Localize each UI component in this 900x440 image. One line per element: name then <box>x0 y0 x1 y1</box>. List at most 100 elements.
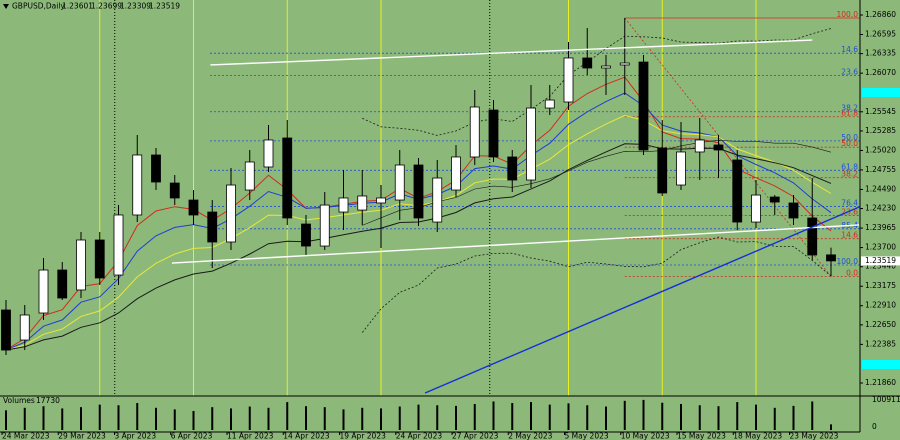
y-tick-label: 1.26595 <box>865 30 896 39</box>
y-tick-label: 1.23440 <box>865 262 896 271</box>
x-tick-label: 24 Apr 2023 <box>396 432 443 440</box>
candle-body <box>301 223 311 247</box>
candle-body <box>282 137 293 219</box>
fib-label: 23.6 <box>841 68 858 77</box>
candle-body <box>638 61 649 151</box>
volume-tick-label: 100911 <box>872 395 900 404</box>
candle-body <box>19 314 30 341</box>
symbol-marker <box>3 4 9 9</box>
candle-body <box>394 164 405 201</box>
x-tick-label: 14 Apr 2023 <box>283 432 330 440</box>
header-open: 1.23601 <box>62 2 93 11</box>
y-tick-label: 1.22385 <box>865 339 896 348</box>
fib-label: 14.6 <box>841 231 858 240</box>
y-tick-label: 1.24230 <box>865 204 896 213</box>
candle-body <box>413 164 424 219</box>
fib-label: 76.4 <box>841 198 858 207</box>
x-tick-label: 3 Apr 2023 <box>115 432 157 440</box>
y-tick-label: 1.25545 <box>865 107 896 116</box>
alert-box <box>862 360 900 369</box>
fib-label: 0.0 <box>846 268 858 277</box>
candle-body <box>563 57 574 103</box>
x-tick-label: 29 Mar 2023 <box>58 432 106 440</box>
overlay: 100.0 61.8 50.0 38.2 23.6 14.6 0.0 14.6 23.6 38.2… <box>171 10 860 394</box>
x-tick-label: 23 May 2023 <box>790 432 839 440</box>
x-tick-label: 24 Mar 2023 <box>2 432 50 440</box>
candle-body <box>57 269 68 299</box>
candle-body <box>188 199 199 216</box>
header-close: 1.23519 <box>149 2 180 11</box>
fib-label: 23.6 <box>841 207 858 216</box>
fib-label: 61.8 <box>841 109 858 118</box>
candle-body <box>263 139 274 168</box>
x-tick-label: 6 Apr 2023 <box>171 432 213 440</box>
y-tick-label: 1.24490 <box>865 184 896 193</box>
candle-body <box>207 211 218 243</box>
price-box <box>861 256 900 266</box>
candle-body <box>338 197 349 213</box>
candle-body <box>751 194 761 223</box>
y-tick-label: 1.26860 <box>865 10 896 19</box>
y-tick-label: 1.22650 <box>865 320 896 329</box>
candle-body <box>1 309 11 351</box>
fib-label: 38.2 <box>841 104 858 113</box>
candle-body <box>451 156 461 191</box>
candle-body <box>713 144 724 151</box>
candle-body <box>357 195 368 211</box>
volume-title: Volumes <box>3 396 35 405</box>
y-tick-label: 1.22910 <box>865 301 896 310</box>
x-tick-label: 2 May 2023 <box>508 432 552 440</box>
fib-label: 50.0 <box>841 139 858 148</box>
x-tick-label: 11 Apr 2023 <box>227 432 274 440</box>
x-tick-label: 10 May 2023 <box>621 432 670 440</box>
candle-body <box>151 154 161 183</box>
candle-body <box>226 184 236 243</box>
candle-body <box>488 109 499 158</box>
fib-label: 100.0 <box>837 10 859 19</box>
candle-body <box>319 204 330 247</box>
candle-body <box>38 269 49 314</box>
guides <box>99 0 860 396</box>
header-high: 1.23699 <box>91 2 122 11</box>
y-tick-label: 1.24755 <box>865 165 896 174</box>
header-low: 1.23309 <box>120 2 151 11</box>
alert-box <box>862 88 900 97</box>
candle-body <box>619 62 630 66</box>
candle-body <box>676 151 686 186</box>
candle-body <box>526 107 536 181</box>
fib-base <box>624 17 832 277</box>
candle-body <box>113 214 124 276</box>
y-tick-label: 1.25020 <box>865 145 896 154</box>
candle-body <box>244 161 255 191</box>
candles <box>1 18 836 430</box>
candle-body <box>469 106 480 158</box>
bollinger-band <box>362 28 832 136</box>
candle-body <box>769 196 780 203</box>
candle-body <box>807 217 818 256</box>
x-tick-label: 15 May 2023 <box>677 432 726 440</box>
fib-label: 50.0 <box>841 133 858 142</box>
candle-body <box>601 65 611 69</box>
fib-label: 38.2 <box>841 170 858 179</box>
trend-line <box>171 224 860 264</box>
candle-body <box>788 202 799 219</box>
y-tick-label: 1.23700 <box>865 243 896 252</box>
y-tick-label: 1.25285 <box>865 126 896 135</box>
candle-body <box>132 154 143 216</box>
y-tick-label: 1.26070 <box>865 68 896 77</box>
candle-body <box>657 147 668 194</box>
candle-body <box>582 57 593 69</box>
y-tick-label: 1.23175 <box>865 281 896 290</box>
trend-line <box>210 39 813 66</box>
x-tick-label: 27 Apr 2023 <box>452 432 499 440</box>
candle-body <box>432 177 443 223</box>
y-tick-label: 1.21860 <box>865 378 896 387</box>
candle-body <box>76 239 86 291</box>
current-price: 1.23519 <box>865 256 896 265</box>
candle-body <box>507 156 518 181</box>
y-tick-label: 1.23965 <box>865 223 896 232</box>
